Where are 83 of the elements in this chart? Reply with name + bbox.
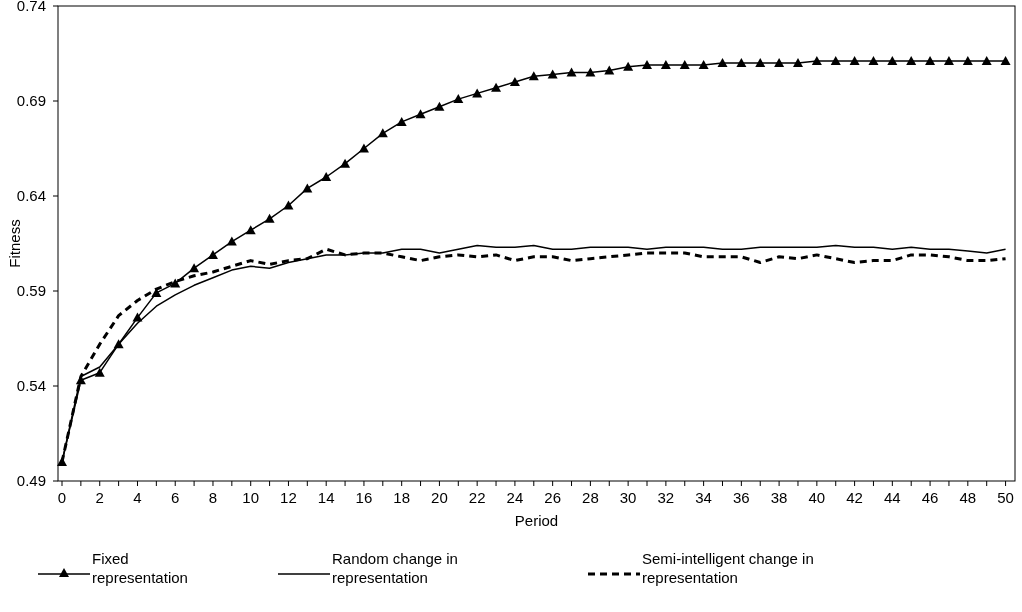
- x-tick-label: 28: [582, 489, 599, 506]
- x-tick-label: 42: [846, 489, 863, 506]
- y-tick-label: 0.74: [16, 0, 46, 15]
- point: [623, 61, 634, 71]
- x-tick-label: 22: [468, 489, 486, 506]
- point: [358, 143, 369, 153]
- point: [868, 56, 879, 66]
- y-tick-label: 0.64: [16, 187, 46, 205]
- y-tick-label: 0.69: [16, 92, 46, 110]
- point: [396, 116, 407, 126]
- y-tick-label: 0.59: [16, 282, 46, 300]
- x-tick-label: 12: [280, 489, 297, 506]
- point: [189, 263, 200, 273]
- point: [207, 249, 218, 259]
- x-tick-label: 2: [95, 489, 104, 506]
- x-tick-label: 38: [770, 489, 788, 506]
- point: [887, 56, 898, 66]
- point: [509, 77, 520, 86]
- point: [528, 71, 539, 81]
- point: [962, 56, 973, 66]
- x-axis-title: Period: [514, 512, 559, 529]
- x-tick-label: 8: [208, 489, 218, 506]
- x-tick-label: 36: [733, 489, 750, 506]
- point: [830, 56, 841, 66]
- point: [472, 88, 483, 98]
- x-tick-label: 30: [619, 489, 637, 506]
- point: [245, 225, 256, 235]
- point: [981, 56, 992, 66]
- x-tick-label: 20: [431, 489, 448, 506]
- point: [849, 56, 860, 66]
- point: [736, 58, 747, 67]
- point: [698, 59, 709, 69]
- point: [943, 56, 954, 66]
- x-tick-label: 50: [997, 489, 1014, 506]
- x-tick-label: 46: [921, 489, 939, 506]
- y-tick-label: 0.49: [16, 472, 46, 490]
- point: [321, 172, 332, 181]
- x-tick-label: 34: [695, 489, 712, 506]
- point: [453, 94, 464, 104]
- point: [94, 367, 105, 377]
- point: [415, 109, 426, 119]
- legend-label: Fixed representation: [92, 550, 188, 586]
- x-tick-label: 40: [808, 489, 826, 506]
- x-tick-label: 4: [133, 489, 142, 506]
- legend-label: Semi-intelligent change in representation: [642, 550, 814, 586]
- x-tick-label: 14: [317, 489, 335, 506]
- point: [717, 58, 728, 67]
- point: [660, 59, 671, 69]
- legend-label: Random change in representation: [332, 550, 458, 586]
- point: [811, 56, 822, 66]
- y-tick-label: 0.54: [16, 377, 46, 395]
- point: [755, 58, 766, 67]
- point: [340, 158, 351, 168]
- point: [491, 82, 502, 92]
- point: [264, 213, 275, 223]
- point: [906, 56, 917, 66]
- point: [642, 59, 653, 69]
- point: [585, 67, 596, 77]
- x-tick-label: 16: [355, 489, 373, 506]
- x-tick-label: 48: [959, 489, 977, 506]
- x-tick-label: 32: [657, 489, 675, 506]
- x-tick-label: 26: [544, 489, 561, 506]
- x-tick-label: 44: [883, 489, 901, 506]
- point: [283, 200, 294, 210]
- point: [925, 56, 936, 66]
- point: [226, 236, 237, 246]
- x-tick-label: 0: [57, 489, 67, 506]
- x-tick-label: 6: [171, 489, 180, 506]
- point: [1000, 56, 1011, 66]
- point: [774, 58, 785, 67]
- x-tick-label: 10: [242, 489, 260, 506]
- point: [679, 59, 690, 69]
- point: [302, 183, 313, 193]
- y-axis-title: Fitness: [6, 219, 23, 268]
- point: [132, 312, 143, 322]
- x-tick-label: 18: [393, 489, 411, 506]
- point: [434, 101, 445, 111]
- x-tick-label: 24: [506, 489, 524, 506]
- point: [792, 58, 803, 67]
- point: [377, 128, 388, 138]
- point: [547, 69, 558, 79]
- point: [566, 67, 577, 77]
- point: [604, 65, 615, 75]
